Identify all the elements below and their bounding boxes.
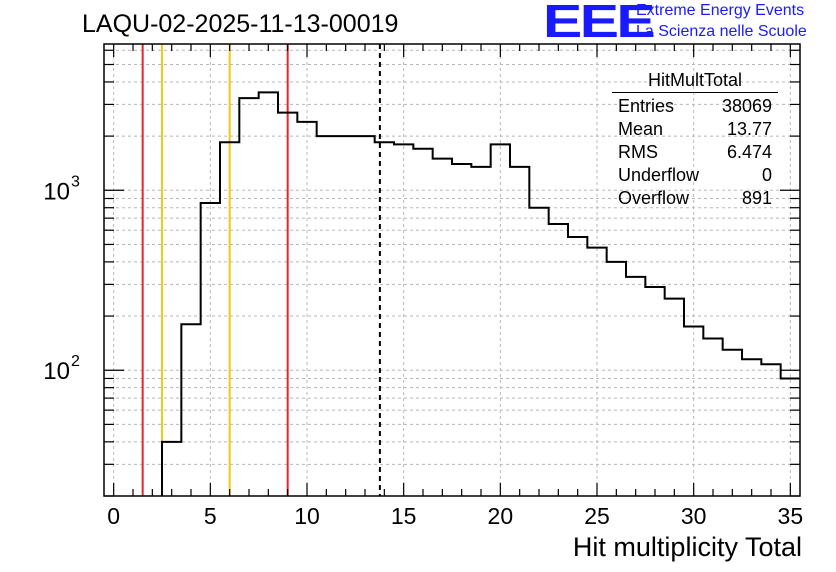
stats-label: Underflow xyxy=(618,165,700,185)
chart-title: LAQU-02-2025-11-13-00019 xyxy=(82,10,399,38)
histogram-bin xyxy=(394,144,413,496)
stats-row-mean: Mean 13.77 xyxy=(612,118,778,141)
histogram-bin xyxy=(742,359,761,496)
x-tick-label: 15 xyxy=(391,503,417,529)
stats-label: Mean xyxy=(618,119,664,139)
stats-box: HitMultTotal Entries 38069 Mean 13.77 RM… xyxy=(612,70,778,210)
histogram-bin xyxy=(510,167,529,496)
histogram-bin xyxy=(259,92,278,496)
stats-value: 0 xyxy=(761,165,772,185)
histogram-bin xyxy=(355,136,374,496)
x-tick-label: 35 xyxy=(778,503,804,529)
x-tick-label: 20 xyxy=(488,503,514,529)
x-tick-label: 5 xyxy=(204,503,217,529)
x-tick-label: 25 xyxy=(584,503,610,529)
histogram-bin xyxy=(626,277,645,496)
histogram-line xyxy=(161,91,800,496)
x-tick-label: 10 xyxy=(294,503,320,529)
y-tick-exponent: 3 xyxy=(71,173,80,190)
eee-logo: EEE xyxy=(543,0,656,47)
plot-area xyxy=(104,44,800,496)
stats-value: 13.77 xyxy=(726,119,772,139)
histogram-bin xyxy=(529,208,548,496)
x-axis-label: Hit multiplicity Total xyxy=(572,532,802,562)
y-tick-exponent: 2 xyxy=(71,353,80,370)
y-tick-label: 10 xyxy=(43,178,70,205)
x-tick-label: 30 xyxy=(681,503,707,529)
histogram-bin xyxy=(220,142,239,496)
histogram-bin xyxy=(433,159,452,496)
stats-label: Entries xyxy=(618,96,675,116)
histogram-bin xyxy=(336,136,355,496)
histogram-bin xyxy=(452,164,471,496)
histogram-bin xyxy=(665,299,684,496)
histogram-bin xyxy=(471,167,490,496)
histogram-bin xyxy=(781,378,800,496)
histogram-bin xyxy=(162,442,181,496)
histogram-bin xyxy=(413,149,432,496)
stats-row-entries: Entries 38069 xyxy=(612,95,778,118)
histogram-bin xyxy=(278,113,297,496)
stats-value: 38069 xyxy=(721,96,772,116)
histogram-bin xyxy=(201,203,220,496)
histogram-bin xyxy=(375,142,394,496)
y-tick-label: 10 xyxy=(43,358,70,385)
histogram-bin xyxy=(568,237,587,496)
histogram-bin xyxy=(723,350,742,496)
histogram-bin xyxy=(761,364,780,496)
stats-row-overflow: Overflow 891 xyxy=(612,187,778,210)
histogram-bin xyxy=(297,122,316,496)
stats-row-rms: RMS 6.474 xyxy=(612,141,778,164)
stats-title: HitMultTotal xyxy=(612,70,778,93)
histogram-bin xyxy=(684,326,703,496)
logo-tagline-1: Extreme Energy Events xyxy=(636,2,805,19)
histogram-bin xyxy=(607,262,626,496)
x-tick-label: 0 xyxy=(107,503,120,529)
stats-label: RMS xyxy=(618,142,658,162)
stats-row-underflow: Underflow 0 xyxy=(612,164,778,187)
histogram-bin xyxy=(703,339,722,496)
histogram-bin xyxy=(491,144,510,496)
stats-value: 891 xyxy=(741,188,772,208)
stats-label: Overflow xyxy=(618,188,690,208)
stats-value: 6.474 xyxy=(726,142,772,162)
histogram-bin xyxy=(645,287,664,496)
histogram-bin xyxy=(181,324,200,496)
logo-tagline-2: La Scienza nelle Scuole xyxy=(636,23,807,40)
plot-frame xyxy=(103,43,801,497)
histogram-bin xyxy=(549,224,568,496)
histogram-bin xyxy=(317,136,336,496)
histogram-bin xyxy=(239,98,258,496)
histogram-bin xyxy=(587,248,606,496)
